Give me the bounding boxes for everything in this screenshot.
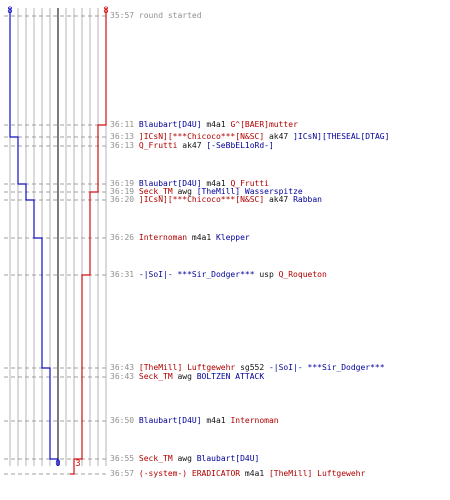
player-name-blue: Klepper [216,233,250,242]
event-row: 36:31 -|SoI|- ***Sir_Dodger*** usp Q_Roq… [110,270,327,280]
player-name-blue: Blaubart[D4U] [138,120,202,129]
player-name-red: Internoman [230,416,279,425]
event-timestamp: 36:11 [110,120,135,129]
event-weapon: awg [172,372,197,381]
player-name-red: Seck_TM [138,454,173,463]
event-weapon: awg [172,454,197,463]
player-name-red: ]ICsN][***Chicoco***[N&SC] [138,195,265,204]
event-row: 36:20 ]ICsN][***Chicoco***[N&SC] ak47 Ra… [110,195,322,205]
red-start-score: 8 [103,6,108,16]
player-name-blue: Blaubart[D4U] [138,416,202,425]
event-timestamp: 36:19 [110,179,135,188]
player-name-red: Q_Frutti [230,179,269,188]
player-name-blue: ]ICsN][THESEAL[DTAG] [293,132,390,141]
event-timestamp: 36:55 [110,454,135,463]
player-name-blue: [-SeBbEL1oRd-] [206,141,274,150]
event-timestamp: 35:57 [110,11,135,20]
event-weapon: ak47 [264,195,294,204]
red-team-score-line [70,8,107,475]
event-row: 36:55 Seck_TM awg Blaubart[D4U] [110,454,259,464]
event-row: 36:19 Blaubart[D4U] m4a1 Q_Frutti [110,179,269,189]
event-row: 36:19 Seck_TM awg [TheMill] Wasserspitze [110,187,303,197]
player-name-blue: [TheMill] Wasserspitze [196,187,303,196]
player-name-red: ERADICATOR [187,469,241,478]
event-timestamp: 36:19 [110,187,135,196]
player-name-blue: -|SoI|- ***Sir_Dodger*** [268,363,385,372]
blue-team-score-line [9,8,59,466]
event-weapon: m4a1 [201,120,231,129]
event-row: 36:26 Internoman m4a1 Klepper [110,233,250,243]
blue-end-score: 0 [55,459,60,469]
player-name-blue: BOLTZEN ATTACK [196,372,265,381]
event-row: 36:50 Blaubart[D4U] m4a1 Internoman [110,416,279,426]
event-row: 36:43 [TheMill] Luftgewehr sg552 -|SoI|-… [110,363,385,373]
event-row: 36:11 Blaubart[D4U] m4a1 G^[BAER]mutter [110,120,298,130]
event-weapon: sg552 [235,363,269,372]
event-timestamp: 36:43 [110,372,135,381]
team-score-lines [9,8,107,475]
player-name-blue: Blaubart[D4U] [196,454,260,463]
player-name-red: Q_Frutti [138,141,178,150]
event-row: 36:43 Seck_TM awg BOLTZEN ATTACK [110,372,264,382]
event-timestamp: 36:13 [110,141,135,150]
player-name-red: Seck_TM [138,187,173,196]
timeline-grid [9,8,107,466]
player-name-blue: -|SoI|- ***Sir_Dodger*** [138,270,255,279]
player-name-blue: Blaubart[D4U] [138,179,202,188]
event-weapon: m4a1 [201,179,231,188]
event-weapon: ak47 [264,132,294,141]
player-name-red: G^[BAER]mutter [230,120,298,129]
player-name-blue: Rabban [293,195,322,204]
event-timestamp: 36:31 [110,270,135,279]
event-timestamp: 36:57 [110,469,135,478]
player-name-red: ]ICsN][***Chicoco***[N&SC] [138,132,265,141]
player-name-red: [TheMill] Luftgewehr [138,363,236,372]
blue-start-score: 8 [7,6,12,16]
event-weapon: ak47 [177,141,207,150]
event-timestamp: 36:43 [110,363,135,372]
red-end-score: 3 [75,459,80,469]
event-message: round started [138,11,202,20]
event-weapon: m4a1 [240,469,269,478]
player-name-red: Q_Roqueton [278,270,327,279]
event-row: 35:57 round started [110,11,202,21]
event-timestamp: 36:26 [110,233,135,242]
event-weapon: m4a1 [201,416,231,425]
event-weapon: awg [172,187,197,196]
event-timestamp: 36:13 [110,132,135,141]
event-timestamp: 36:50 [110,416,135,425]
event-weapon: usp [254,270,279,279]
event-timestamp: 36:20 [110,195,135,204]
player-name-red: Seck_TM [138,372,173,381]
player-name-red: (-system-) [138,469,188,478]
event-row: 36:13 Q_Frutti ak47 [-SeBbEL1oRd-] [110,141,274,151]
event-guide-lines [4,15,108,475]
event-row: 36:13 ]ICsN][***Chicoco***[N&SC] ak47 ]I… [110,132,389,142]
player-name-red: [TheMill] Luftgewehr [268,469,366,478]
event-weapon: m4a1 [187,233,216,242]
event-row: 36:57 (-system-) ERADICATOR m4a1 [TheMil… [110,469,365,479]
player-name-red: Internoman [138,233,188,242]
